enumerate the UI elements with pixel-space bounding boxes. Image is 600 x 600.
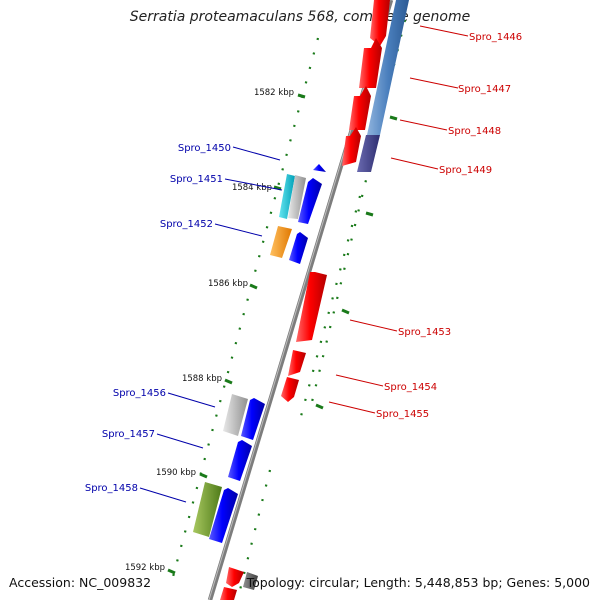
- tick-label: 1586 kbp: [208, 279, 248, 289]
- gene-label-spro-1448[interactable]: Spro_1448: [448, 126, 501, 137]
- tick-mark: [341, 308, 350, 315]
- annotation-block-steel: [367, 0, 409, 135]
- reverse-gene-labels: Spro_1450 Spro_1451 Spro_1452 Spro_1456 …: [85, 143, 231, 494]
- gene-feature-spro-1451[interactable]: [298, 178, 322, 224]
- gene-label-spro-1446[interactable]: Spro_1446: [469, 32, 522, 43]
- annotation-blocks: [357, 0, 409, 172]
- gene-feature-spro-1458-olive: [193, 482, 222, 537]
- gene-feature-spro-1452[interactable]: [289, 232, 308, 264]
- gene-feature-dark: [243, 572, 258, 590]
- tick-mark: [199, 472, 208, 479]
- leader-line: [349, 319, 398, 332]
- gene-feature-spro-1450[interactable]: [313, 164, 326, 172]
- gene-label-spro-1458[interactable]: Spro_1458: [85, 483, 138, 494]
- annotation-block-navy: [357, 135, 380, 172]
- gene-feature-spro-1451-grey: [288, 175, 306, 219]
- leader-line: [232, 146, 281, 161]
- gene-feature-spro-1458[interactable]: [209, 488, 238, 543]
- gene-label-spro-1451[interactable]: Spro_1451: [170, 174, 223, 185]
- gene-feature-spro-1453[interactable]: [296, 272, 327, 342]
- tick-mark: [249, 283, 258, 290]
- genome-backbone-highlight: [208, 0, 391, 600]
- tick-mark: [365, 211, 374, 217]
- leader-line: [419, 25, 469, 37]
- scale-ticks: [167, 93, 398, 575]
- reverse-strand-features: [193, 164, 326, 590]
- leader-line: [214, 223, 263, 237]
- gene-feature-spro-1452-orange: [270, 226, 292, 258]
- gene-feature-spro-1454[interactable]: [288, 350, 306, 376]
- reverse-label-leaders: [139, 146, 283, 503]
- gene-feature-spro-1456[interactable]: [241, 398, 265, 440]
- leader-line: [390, 157, 439, 170]
- tick-mark: [167, 568, 176, 575]
- forward-gene-labels: Spro_1446 Spro_1447 Spro_1448 Spro_1449 …: [376, 32, 522, 420]
- scale-tick-labels: 1582 kbp 1584 kbp 1586 kbp 1588 kbp 1590…: [125, 88, 294, 573]
- gene-feature-spro-1455[interactable]: [281, 377, 299, 402]
- tick-label: 1582 kbp: [254, 88, 294, 98]
- gene-label-spro-1453[interactable]: Spro_1453: [398, 327, 451, 338]
- gene-feature-spro-1446[interactable]: [370, 0, 390, 46]
- leader-line: [335, 374, 384, 387]
- leader-line: [409, 77, 459, 89]
- gene-label-spro-1457[interactable]: Spro_1457: [102, 429, 155, 440]
- gene-label-spro-1456[interactable]: Spro_1456: [113, 388, 166, 399]
- tick-label: 1588 kbp: [182, 374, 222, 384]
- gene-label-spro-1450[interactable]: Spro_1450: [178, 143, 231, 154]
- tick-mark: [315, 403, 324, 410]
- tick-mark: [389, 115, 398, 121]
- tick-mark: [273, 185, 282, 191]
- tick-mark: [224, 378, 233, 385]
- accession-label: Accession: NC_009832: [9, 575, 152, 590]
- gene-feature-spro-1457[interactable]: [228, 440, 252, 481]
- gene-feature-spro-extra[interactable]: [226, 567, 244, 587]
- gene-feature-spro-extra-2[interactable]: [220, 587, 237, 600]
- inner-dotted-track: [238, 469, 272, 591]
- forward-strand-features: [220, 0, 390, 600]
- gene-feature-spro-1456-grey: [223, 394, 248, 436]
- tick-label: 1584 kbp: [232, 183, 272, 193]
- leader-line: [167, 392, 216, 408]
- forward-label-leaders: [328, 25, 469, 414]
- tick-label: 1590 kbp: [156, 468, 196, 478]
- leader-line: [224, 178, 283, 191]
- gene-feature-spro-1451-pseudo: [279, 174, 295, 219]
- gene-feature-spro-1449[interactable]: [342, 127, 361, 166]
- leader-line: [139, 487, 187, 503]
- gene-label-spro-1455[interactable]: Spro_1455: [376, 409, 429, 420]
- topology-label: Topology: circular; Length: 5,448,853 bp…: [246, 575, 590, 590]
- gene-feature-spro-1447[interactable]: [359, 38, 382, 88]
- leader-line: [328, 401, 376, 414]
- leader-line: [399, 119, 448, 131]
- gene-label-spro-1449[interactable]: Spro_1449: [439, 165, 492, 176]
- tick-mark: [297, 93, 306, 99]
- gene-label-spro-1452[interactable]: Spro_1452: [160, 219, 213, 230]
- leader-line: [156, 433, 204, 449]
- tick-label: 1592 kbp: [125, 563, 165, 573]
- gene-label-spro-1447[interactable]: Spro_1447: [458, 84, 511, 95]
- gene-feature-spro-1448[interactable]: [349, 86, 371, 130]
- gene-label-spro-1454[interactable]: Spro_1454: [384, 382, 437, 393]
